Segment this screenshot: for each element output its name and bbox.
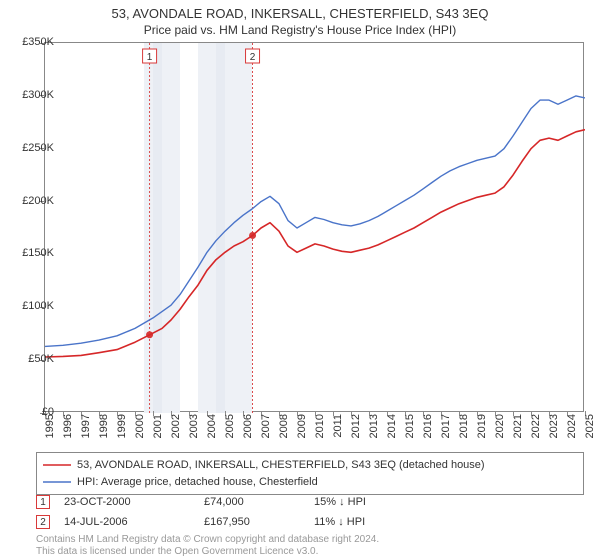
x-axis-label: 2007 — [260, 414, 272, 454]
plot-area: 12 — [44, 42, 584, 412]
marker-row: 2 14-JUL-2006£167,95011% ↓ HPI — [36, 512, 404, 532]
footer-line2: This data is licensed under the Open Gov… — [36, 546, 379, 558]
x-axis-label: 2000 — [134, 414, 146, 454]
marker-price: £74,000 — [204, 496, 314, 508]
x-axis-label: 2018 — [458, 414, 470, 454]
plot-svg: 12 — [45, 43, 585, 413]
x-axis-label: 1996 — [62, 414, 74, 454]
x-axis-label: 2017 — [440, 414, 452, 454]
x-axis-label: 2008 — [278, 414, 290, 454]
x-axis-label: 2006 — [242, 414, 254, 454]
marker-date: 14-JUL-2006 — [64, 516, 204, 528]
legend-label: HPI: Average price, detached house, Ches… — [77, 474, 318, 491]
x-axis-label: 1997 — [80, 414, 92, 454]
y-axis-label: £250K — [14, 142, 54, 154]
x-axis-label: 2014 — [386, 414, 398, 454]
x-axis-label: 2003 — [188, 414, 200, 454]
x-axis-label: 2011 — [332, 414, 344, 454]
marker-price: £167,950 — [204, 516, 314, 528]
legend-item: HPI: Average price, detached house, Ches… — [43, 474, 577, 491]
x-axis-label: 2024 — [566, 414, 578, 454]
x-axis-label: 2020 — [494, 414, 506, 454]
x-axis-label: 2016 — [422, 414, 434, 454]
footer-line1: Contains HM Land Registry data © Crown c… — [36, 534, 379, 546]
x-axis-label: 1995 — [44, 414, 56, 454]
y-axis-label: £200K — [14, 195, 54, 207]
x-axis-label: 2022 — [530, 414, 542, 454]
x-axis-label: 2001 — [152, 414, 164, 454]
y-axis-label: £100K — [14, 300, 54, 312]
chart-subtitle: Price paid vs. HM Land Registry's House … — [0, 21, 600, 37]
legend-item: 53, AVONDALE ROAD, INKERSALL, CHESTERFIE… — [43, 457, 577, 474]
y-axis-label: £350K — [14, 36, 54, 48]
x-axis-label: 2004 — [206, 414, 218, 454]
x-axis-label: 1999 — [116, 414, 128, 454]
chart-container: 53, AVONDALE ROAD, INKERSALL, CHESTERFIE… — [0, 0, 600, 560]
x-axis-label: 2015 — [404, 414, 416, 454]
marker-table: 1 23-OCT-2000£74,00015% ↓ HPI 2 14-JUL-2006… — [36, 492, 404, 532]
x-axis-label: 2025 — [584, 414, 596, 454]
footer-attribution: Contains HM Land Registry data © Crown c… — [36, 534, 379, 558]
x-axis-label: 2010 — [314, 414, 326, 454]
legend: 53, AVONDALE ROAD, INKERSALL, CHESTERFIE… — [36, 452, 584, 495]
y-axis-label: £50K — [14, 353, 54, 365]
marker-index-box: 2 — [36, 515, 50, 529]
marker-index-box: 1 — [36, 495, 50, 509]
marker-pct: 11% ↓ HPI — [314, 516, 404, 528]
svg-text:2: 2 — [250, 52, 256, 63]
marker-pct: 15% ↓ HPI — [314, 496, 404, 508]
marker-date: 23-OCT-2000 — [64, 496, 204, 508]
x-axis-label: 2019 — [476, 414, 488, 454]
x-axis-label: 2012 — [350, 414, 362, 454]
y-axis-label: £150K — [14, 247, 54, 259]
x-axis-label: 2023 — [548, 414, 560, 454]
x-axis-label: 2009 — [296, 414, 308, 454]
y-axis-label: £300K — [14, 89, 54, 101]
chart-title: 53, AVONDALE ROAD, INKERSALL, CHESTERFIE… — [0, 0, 600, 21]
legend-label: 53, AVONDALE ROAD, INKERSALL, CHESTERFIE… — [77, 457, 485, 474]
x-axis-label: 2002 — [170, 414, 182, 454]
x-axis-label: 2013 — [368, 414, 380, 454]
x-axis-label: 2021 — [512, 414, 524, 454]
x-axis-label: 1998 — [98, 414, 110, 454]
marker-row: 1 23-OCT-2000£74,00015% ↓ HPI — [36, 492, 404, 512]
svg-text:1: 1 — [147, 52, 153, 63]
x-axis-label: 2005 — [224, 414, 236, 454]
